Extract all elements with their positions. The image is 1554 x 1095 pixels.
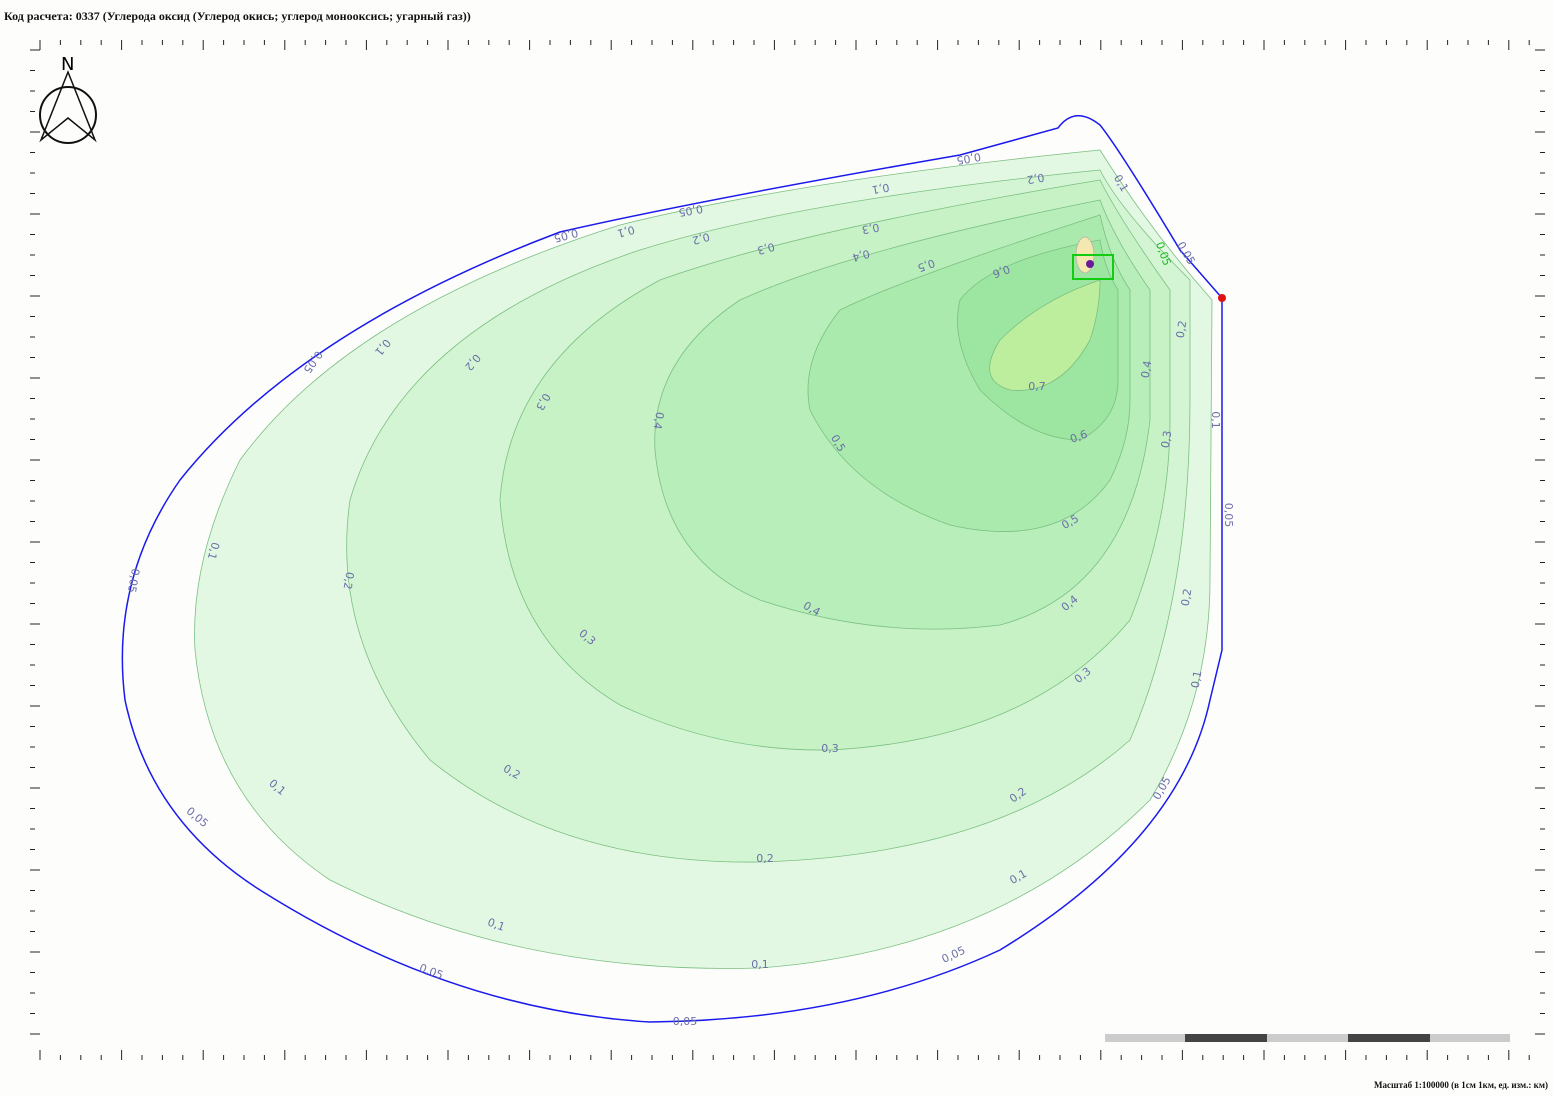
- contour-label: 0,05: [673, 1015, 698, 1028]
- contour-label: 0,4: [851, 247, 871, 264]
- contour-label: 0,1: [616, 223, 636, 240]
- contour-area: [989, 279, 1101, 391]
- contour-label: 0,1: [205, 541, 222, 561]
- contour-label: 0,3: [756, 240, 776, 257]
- contour-label: 0,1: [1209, 411, 1222, 429]
- contour-label: 0,1: [871, 181, 890, 197]
- compass: [39, 69, 97, 144]
- contour-label: 0,6: [1068, 428, 1089, 446]
- source-area: [1072, 254, 1114, 280]
- marker: [1218, 294, 1226, 302]
- contour-label: 0,4: [1139, 360, 1155, 379]
- contour-label: 0,05: [301, 348, 326, 376]
- contour-label: 0,05: [125, 567, 142, 593]
- contour-label: 0,3: [1159, 430, 1175, 449]
- contour-label: 0,1: [1189, 670, 1205, 689]
- contour-label: 0,4: [651, 411, 667, 430]
- boundary-isoline: [121, 115, 1223, 1023]
- contour-label: 0,3: [821, 742, 839, 755]
- ticks: [30, 40, 1545, 1060]
- contour-label: 0,05: [184, 804, 211, 830]
- contour-label: 0,1: [751, 958, 769, 971]
- contour-label: 0,6: [991, 262, 1012, 280]
- contour-label: 0,05: [1222, 503, 1235, 528]
- contour-label: 0,7: [1028, 380, 1046, 393]
- contour-label: 0,05: [417, 961, 444, 982]
- contour-label: 0,2: [1174, 320, 1190, 339]
- contour-label: 0,2: [1026, 171, 1045, 187]
- contour-label: 0,05: [940, 944, 968, 966]
- source-point: [1086, 260, 1094, 268]
- contour-label: 0,2: [341, 571, 357, 590]
- contour-label: 0,2: [756, 852, 774, 865]
- contour-label: 0,05: [552, 226, 579, 245]
- scale-caption: Масштаб 1:100000 (в 1см 1км, ед. изм.: к…: [1374, 1080, 1548, 1090]
- contour-label: 0,2: [691, 230, 711, 247]
- contour-label: 0,2: [1179, 588, 1195, 607]
- compass-north: N: [61, 54, 74, 75]
- scale-bar: [1105, 1034, 1510, 1042]
- contour-label: 0,05: [955, 150, 981, 167]
- contour-label: 0,1: [486, 916, 507, 934]
- map-title: Код расчета: 0337 (Углерода оксид (Углер…: [4, 9, 471, 23]
- contour-label: 0,3: [861, 221, 880, 237]
- contour-label: 0,5: [916, 256, 937, 274]
- contour-label: 0,05: [677, 202, 703, 219]
